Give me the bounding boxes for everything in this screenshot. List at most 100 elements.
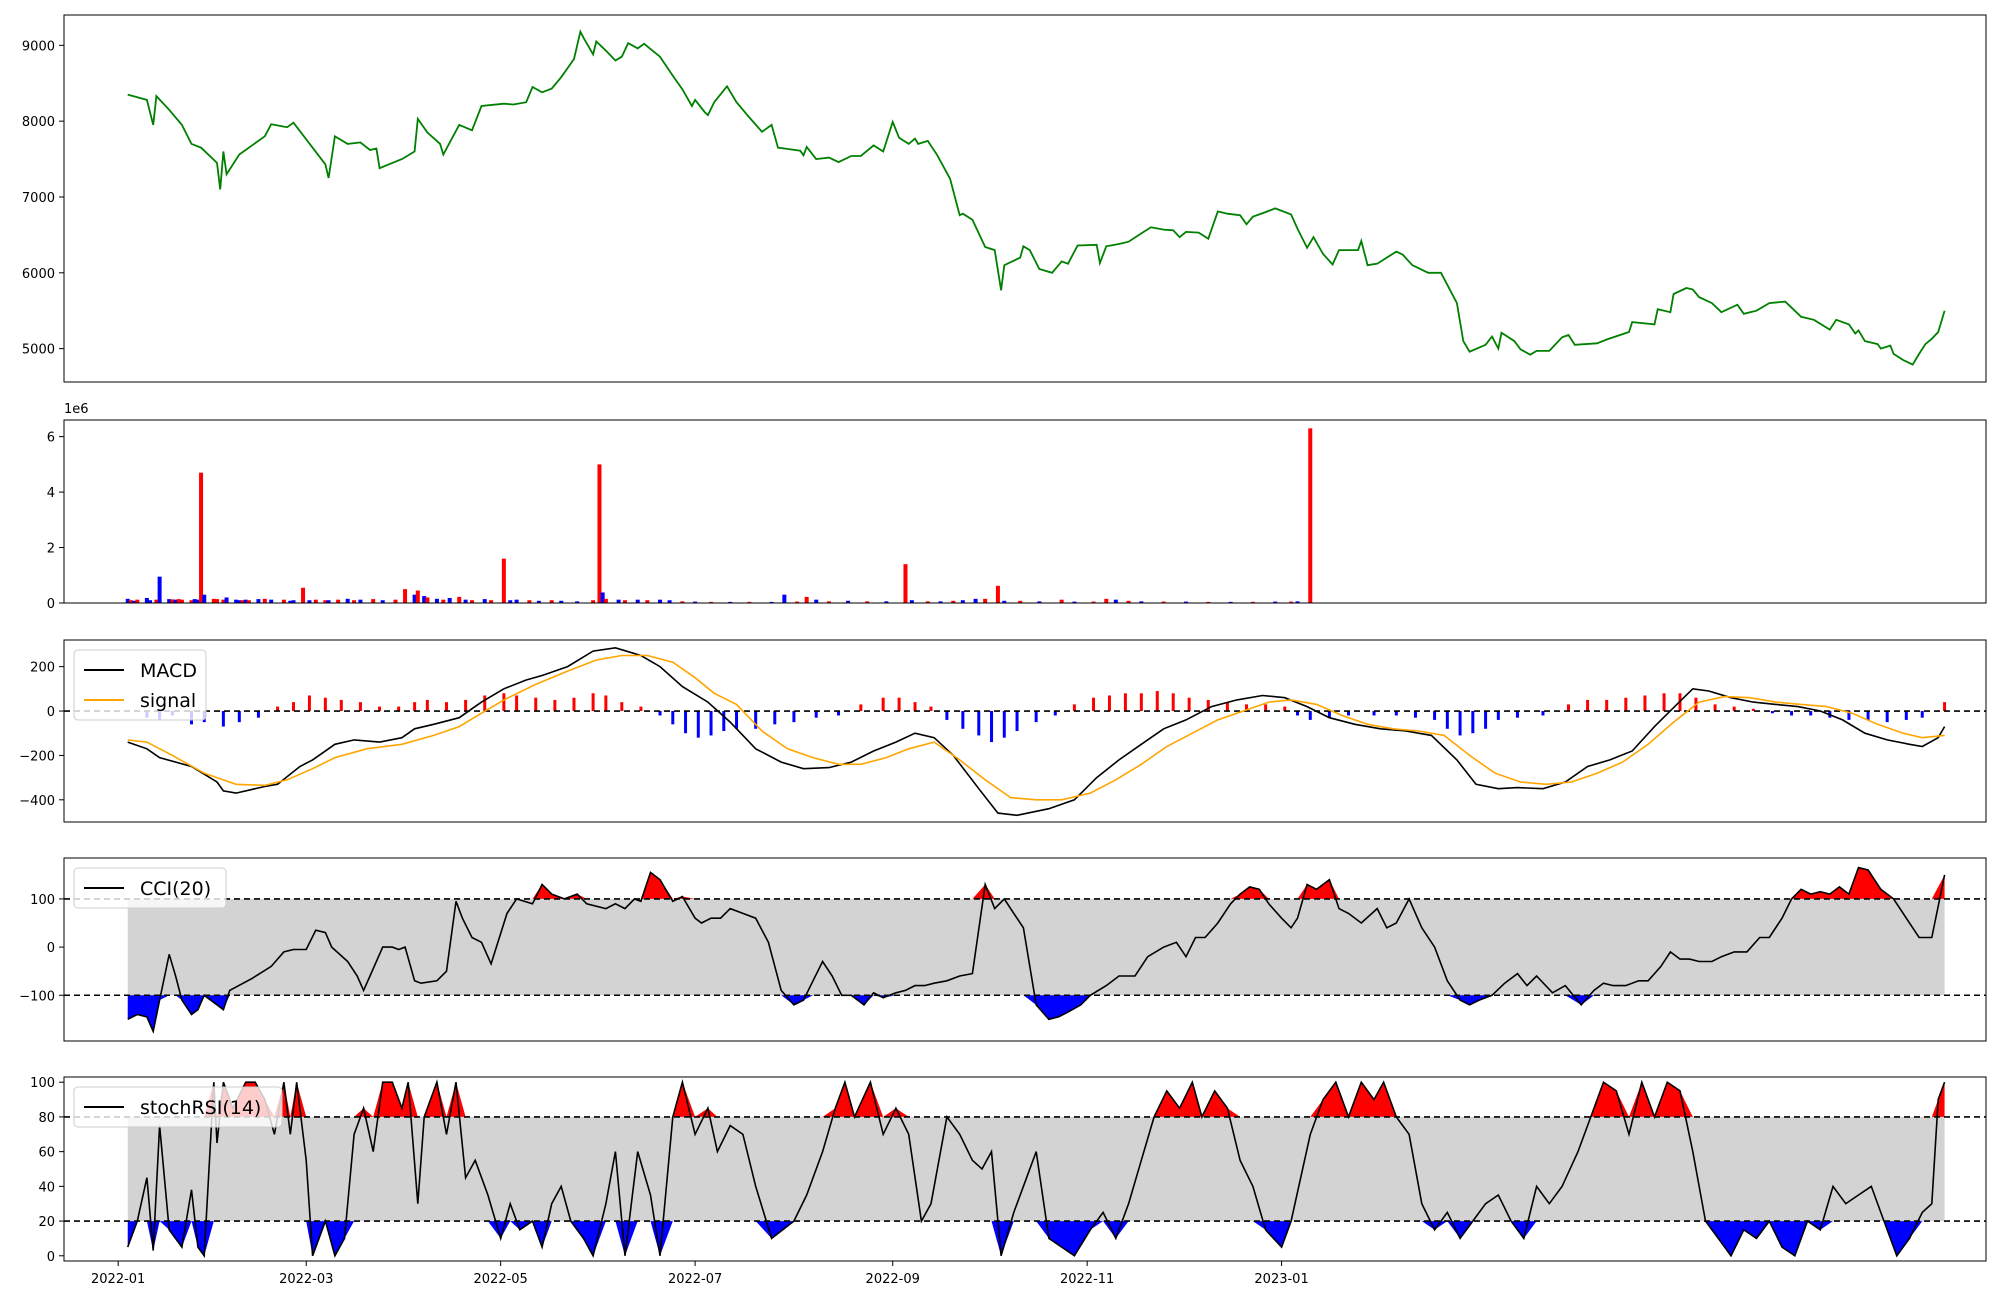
macd-histogram-bar [256,711,260,718]
macd-histogram-bar [990,711,994,743]
stochrsi-ytick-label: 40 [38,1180,55,1195]
volume-frame [63,419,1987,604]
volume-bar [508,600,513,603]
volume-bar [403,589,408,603]
volume-bar [1104,598,1109,603]
volume-bar [514,599,519,603]
volume-bar [148,600,153,603]
macd-histogram-bar [639,706,643,712]
volume-bar [240,600,245,603]
volume-bar [884,601,889,603]
volume-ytick-label: 2 [47,542,55,557]
macd-histogram-bar [307,695,311,712]
macd-histogram-bar [1072,704,1076,712]
macd-histogram-bar [1471,711,1475,734]
price-line [127,29,1946,366]
macd-histogram-bar [1624,697,1628,712]
volume-bar [846,600,851,603]
macd-histogram-bar [1885,711,1889,723]
volume-bar [211,598,216,603]
stochrsi-ytick-label: 60 [38,1146,55,1161]
volume-bar [728,601,733,603]
macd-histogram-bar [1296,711,1300,716]
volume-bar [747,601,752,603]
volume-bar [281,599,286,603]
macd-histogram-bar [1264,704,1268,712]
cci-ytick-label: 100 [30,893,55,908]
macd-legend-label: signal [140,690,196,712]
volume-bar [1308,428,1313,603]
macd-histogram-bar [1015,711,1019,731]
volume-bar [425,597,430,603]
volume-bar [128,600,133,603]
volume-bar [170,599,175,603]
volume-bar [559,600,564,603]
x-tick-label: 2022-05 [474,1272,528,1287]
volume-bar [1289,601,1294,603]
macd-histogram-bar [1413,711,1417,718]
volume-bar [434,598,439,603]
volume-bar [814,599,819,603]
macd-histogram-bar [1283,706,1287,712]
macd-histogram-bar [1433,711,1437,720]
macd-histogram-bar [1566,704,1570,712]
volume-bar [693,601,698,603]
cci-legend-label: CCI(20) [140,878,211,900]
price-frame [63,14,1987,383]
macd-histogram-bar [483,695,487,712]
macd-histogram-bar [1053,711,1057,716]
volume-bar [1059,599,1064,603]
price-ytick-label: 6000 [22,267,55,282]
volume-bar [782,594,787,603]
macd-histogram-bar [1445,711,1449,729]
macd-histogram-bar [671,711,675,725]
macd-signal-line [127,654,1945,801]
macd-histogram-bar [961,711,965,729]
volume-bar [536,600,541,603]
volume-bar [336,599,341,603]
macd-histogram-bar [358,702,362,712]
volume-bar [1091,601,1096,603]
volume-bar [288,600,293,603]
macd-histogram-bar [1943,702,1947,712]
volume-bar [865,601,870,603]
macd-histogram-bar [1139,693,1143,712]
price-ytick-label: 8000 [22,115,55,130]
volume-bar [995,585,1000,603]
volume-bar [412,594,417,603]
macd-histogram-bar [237,711,241,723]
volume-bar [179,599,184,603]
macd-histogram-bar [1187,697,1191,712]
macd-ytick-label: 200 [30,661,55,676]
volume-bar [221,599,226,603]
volume-bar [1183,601,1188,603]
volume-ytick-label: 6 [47,431,55,446]
macd-histogram-bar [1171,693,1175,712]
volume-bar [192,599,197,603]
macd-histogram-bar [722,711,726,731]
macd-histogram-bar [1920,711,1924,718]
macd-histogram-bar [1586,699,1590,712]
macd-histogram-bar [1496,711,1500,720]
volume-bar [262,598,267,603]
macd-histogram-bar [1904,711,1908,720]
macd-histogram-bar [572,697,576,712]
macd-histogram-bar [684,711,688,734]
macd-histogram-bar [1866,711,1870,720]
macd-histogram-bar [1809,711,1813,716]
volume-bar [622,600,627,603]
volume-bar [826,601,831,603]
x-tick-label: 2022-01 [91,1272,145,1287]
macd-histogram-bar [1107,695,1111,712]
volume-bar [441,599,446,603]
volume-bar [1295,601,1300,603]
cci-overbought-fill [127,867,1945,899]
volume-bar [301,587,306,603]
price-ytick-label: 9000 [22,39,55,54]
x-tick-label: 2023-01 [1254,1272,1308,1287]
macd-histogram-bar [534,697,538,712]
volume-bar [358,599,363,603]
macd-histogram-bar [1770,711,1774,714]
x-tick-label: 2022-09 [866,1272,920,1287]
macd-histogram-bar [444,702,448,712]
